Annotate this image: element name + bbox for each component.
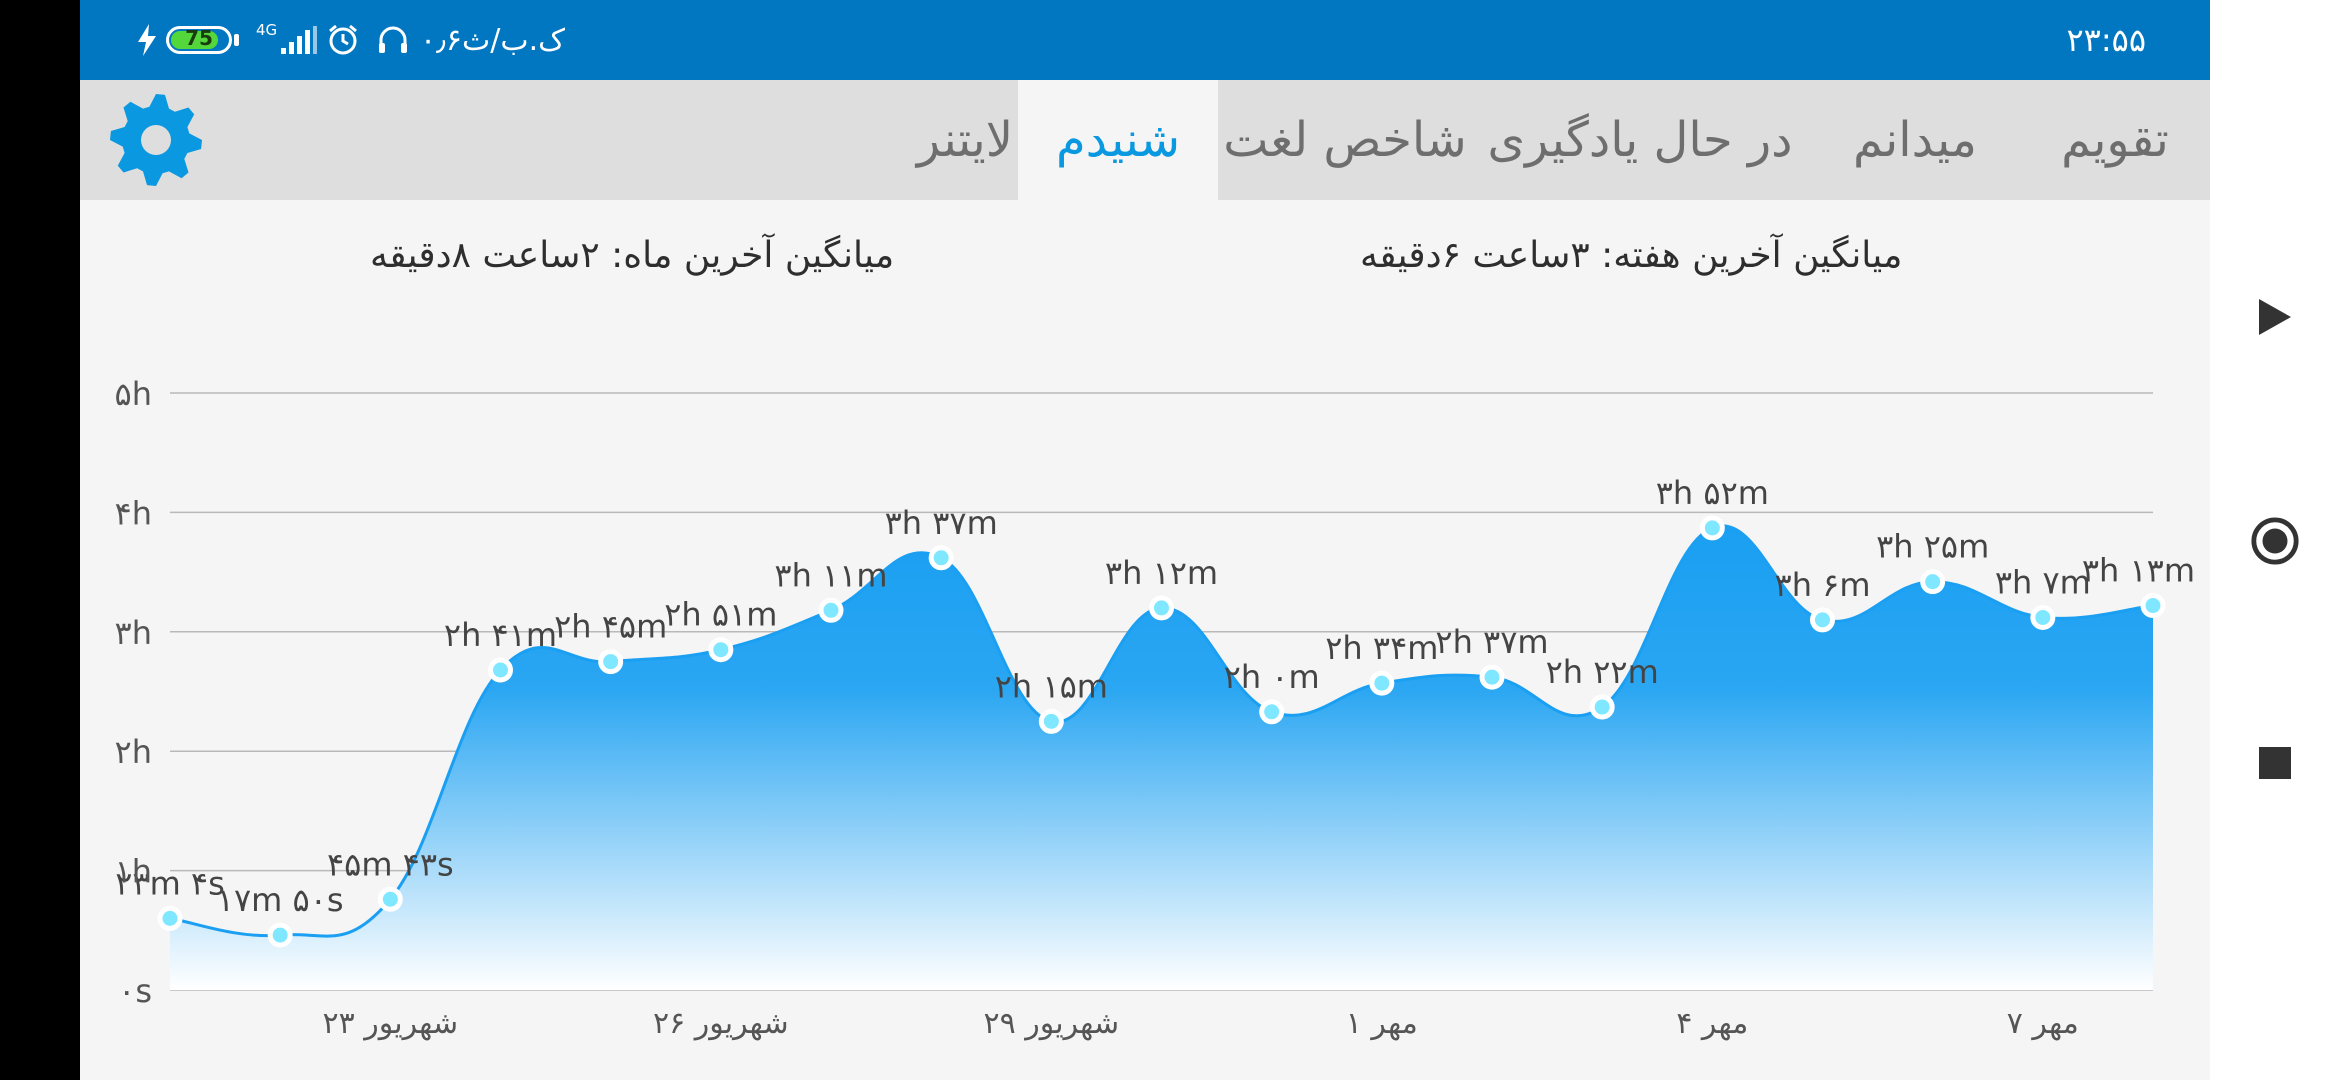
alarm-icon xyxy=(326,0,360,80)
x-tick-label: ۲۹ شهریور xyxy=(984,1006,1120,1041)
data-label: ۳h ۳۷m xyxy=(885,504,998,542)
data-point[interactable] xyxy=(2030,604,2056,630)
data-label: ۳h ۱۳m xyxy=(2082,552,2195,590)
x-tick-label: ۷ مهر xyxy=(2007,1006,2079,1041)
data-point[interactable] xyxy=(1810,607,1835,633)
y-tick-label: ۴h xyxy=(115,494,152,532)
data-point[interactable] xyxy=(818,597,844,623)
record-icon[interactable] xyxy=(2250,516,2300,566)
data-point[interactable] xyxy=(2140,593,2166,619)
data-point[interactable] xyxy=(1369,670,1395,696)
data-speed: ۰٫۶ک.ب/ث xyxy=(420,22,565,58)
y-tick-label: ۰s xyxy=(118,972,152,1010)
play-icon[interactable] xyxy=(2250,292,2300,342)
data-label: ۳h ۷m xyxy=(1995,563,2091,601)
battery-level: 75 xyxy=(185,26,213,50)
data-label: ۲۳m ۴s xyxy=(115,864,225,902)
data-point[interactable] xyxy=(708,637,734,663)
y-tick-label: ۲h xyxy=(115,733,152,771)
data-point[interactable] xyxy=(1479,664,1505,690)
status-bar: 75 4G xyxy=(80,0,2210,80)
tab-bar: لایتنر شنیدم شاخص لغت در حال یادگیری مید… xyxy=(80,80,2210,200)
tab-word-index[interactable]: شاخص لغت xyxy=(1223,112,1467,168)
tab-heard[interactable]: شنیدم xyxy=(1018,80,1218,200)
month-average: میانگین آخرین ماه: ۲ساعت ۸دقیقه xyxy=(370,235,895,276)
y-tick-label: ۵h xyxy=(115,375,152,413)
data-point[interactable] xyxy=(1259,699,1285,725)
gear-icon[interactable] xyxy=(106,90,206,190)
data-label: ۲h ۳۴m xyxy=(1325,629,1438,667)
data-label: ۳h ۱۲m xyxy=(1105,554,1218,592)
headphones-icon xyxy=(376,0,410,80)
signal-icon: 4G xyxy=(256,0,319,80)
x-tick-label: ۱ مهر xyxy=(1346,1006,1418,1041)
data-label: ۲h ۴۵m xyxy=(554,608,667,646)
battery-indicator: 75 xyxy=(166,0,239,80)
data-label: ۳h ۵۲m xyxy=(1656,474,1769,512)
data-label: ۱۷m ۵۰s xyxy=(217,881,344,919)
data-label: ۲h ۵۱m xyxy=(664,596,777,634)
data-point[interactable] xyxy=(1149,595,1174,621)
tab-known[interactable]: میدانم xyxy=(1852,112,1978,168)
x-tick-label: ۲۳ شهریور xyxy=(323,1006,459,1041)
data-label: ۳h ۶m xyxy=(1775,566,1871,604)
area-fill xyxy=(170,525,2153,990)
navigation-bar xyxy=(2210,0,2340,1080)
data-label: ۲h ۱۵m xyxy=(995,667,1108,705)
data-point[interactable] xyxy=(157,905,183,931)
data-label: ۳h ۲۵m xyxy=(1876,528,1989,566)
data-point[interactable] xyxy=(1699,515,1725,541)
x-tick-label: ۴ مهر xyxy=(1676,1006,1748,1041)
data-point[interactable] xyxy=(1589,694,1615,720)
y-tick-label: ۱h xyxy=(115,853,152,891)
y-tick-label: ۳h xyxy=(115,614,152,652)
data-label: ۲h ۳۷m xyxy=(1435,623,1548,661)
data-point[interactable] xyxy=(488,657,513,683)
data-point[interactable] xyxy=(377,886,403,912)
x-tick-label: ۲۶ شهریور xyxy=(653,1006,789,1041)
app-screen: 75 4G xyxy=(80,0,2210,1080)
data-label: ۲h ۲۲m xyxy=(1546,653,1659,691)
status-time: ۲۳:۵۵ xyxy=(2066,21,2146,59)
data-point[interactable] xyxy=(598,649,624,675)
data-label: ۲h ۰m xyxy=(1224,658,1320,696)
charging-icon xyxy=(136,0,158,80)
stop-icon[interactable] xyxy=(2250,738,2300,788)
data-point[interactable] xyxy=(1920,569,1946,595)
tab-learning[interactable]: در حال یادگیری xyxy=(1487,112,1793,168)
data-label: ۴۵m ۴۳s xyxy=(327,845,454,883)
data-point[interactable] xyxy=(1038,708,1064,734)
tab-leitner[interactable]: لایتنر xyxy=(916,112,1014,168)
week-average: میانگین آخرین هفته: ۳ساعت ۶دقیقه xyxy=(1360,235,1903,276)
data-point[interactable] xyxy=(928,545,954,571)
tab-calendar[interactable]: تقویم xyxy=(2061,112,2169,168)
data-label: ۳h ۱۱m xyxy=(774,556,887,594)
data-label: ۲h ۴۱m xyxy=(444,616,557,654)
data-point[interactable] xyxy=(267,922,293,948)
network-type: 4G xyxy=(256,21,278,39)
